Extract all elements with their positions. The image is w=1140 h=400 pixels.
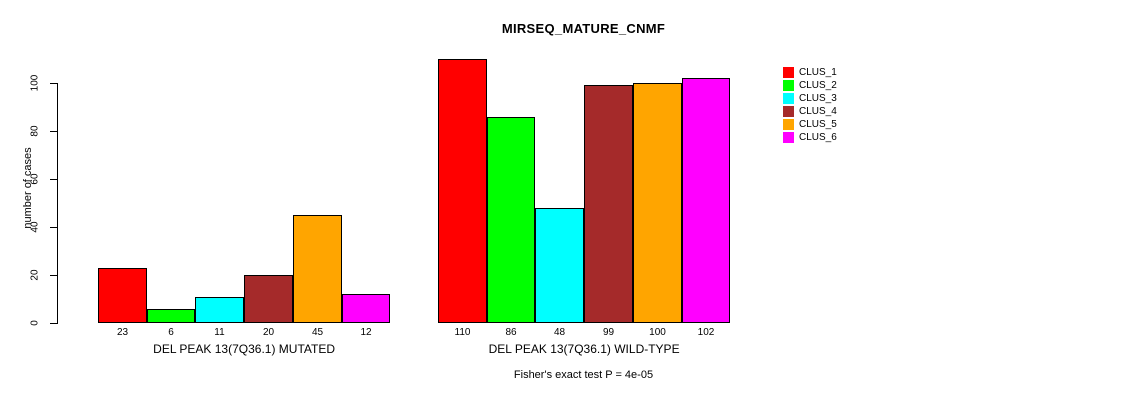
x-axis-group-label: DEL PEAK 13(7Q36.1) MUTATED [153, 342, 336, 356]
y-tick [50, 322, 57, 324]
y-axis-label: number of cases [22, 147, 34, 229]
bar-value-label: 45 [311, 327, 324, 338]
legend-swatch-clus_3 [783, 92, 794, 104]
bar-clus_1-group1 [98, 268, 147, 323]
y-tick-label: 40 [29, 221, 41, 233]
y-tick-label: 60 [29, 173, 41, 185]
legend-swatch-clus_5 [783, 118, 794, 130]
bar-value-label: 110 [454, 327, 471, 338]
legend-item: CLUS_4 [783, 105, 837, 117]
bar-value-label: 99 [602, 327, 615, 338]
bar-clus_6-group2 [682, 78, 730, 323]
bar-value-label: 48 [553, 327, 566, 338]
annotation-text: Fisher's exact test P = 4e-05 [513, 369, 654, 381]
x-axis-group-label: DEL PEAK 13(7Q36.1) WILD-TYPE [488, 342, 680, 356]
bar-value-label: 100 [649, 327, 666, 338]
legend-label: CLUS_2 [799, 79, 837, 91]
bar-value-label: 86 [505, 327, 517, 338]
legend-item: CLUS_2 [783, 79, 837, 91]
bar-value-label: 20 [262, 327, 275, 338]
y-tick [50, 82, 57, 84]
y-tick-label: 20 [29, 269, 41, 281]
legend-label: CLUS_6 [799, 131, 837, 143]
bar-clus_2-group2 [487, 117, 535, 323]
bar-clus_4-group1 [244, 275, 293, 323]
bar-clus_2-group1 [147, 309, 195, 323]
legend-item: CLUS_5 [783, 118, 837, 130]
bar-clus_3-group2 [535, 208, 584, 323]
y-tick [50, 274, 57, 276]
legend-item: CLUS_6 [783, 131, 837, 143]
legend-item: CLUS_3 [783, 92, 837, 104]
legend-label: CLUS_5 [799, 118, 837, 130]
legend-swatch-clus_4 [783, 105, 794, 117]
y-tick-label: 100 [29, 74, 41, 92]
bar-clus_5-group1 [293, 215, 342, 323]
y-tick [50, 226, 57, 228]
bar-clus_3-group1 [195, 297, 244, 323]
y-tick [50, 178, 57, 180]
legend-label: CLUS_4 [799, 105, 837, 117]
legend-label: CLUS_3 [799, 92, 837, 104]
bar-value-label: 11 [214, 327, 225, 338]
legend-swatch-clus_1 [783, 66, 794, 78]
legend-swatch-clus_6 [783, 131, 794, 143]
bar-value-label: 102 [697, 327, 715, 338]
legend-swatch-clus_2 [783, 79, 794, 91]
y-axis-line [57, 83, 58, 324]
legend-item: CLUS_1 [783, 66, 837, 78]
legend-label: CLUS_1 [799, 66, 837, 78]
y-tick-label: 80 [29, 125, 41, 137]
bar-value-label: 6 [168, 327, 174, 338]
bar-clus_4-group2 [584, 85, 633, 323]
bar-clus_5-group2 [633, 83, 682, 323]
bar-value-label: 23 [116, 327, 129, 338]
chart-title: MIRSEQ_MATURE_CNMF [501, 21, 666, 36]
y-tick-label: 0 [29, 320, 41, 326]
bar-clus_1-group2 [438, 59, 487, 323]
y-tick [50, 130, 57, 132]
bar-clus_6-group1 [342, 294, 390, 323]
bar-value-label: 12 [360, 327, 372, 338]
